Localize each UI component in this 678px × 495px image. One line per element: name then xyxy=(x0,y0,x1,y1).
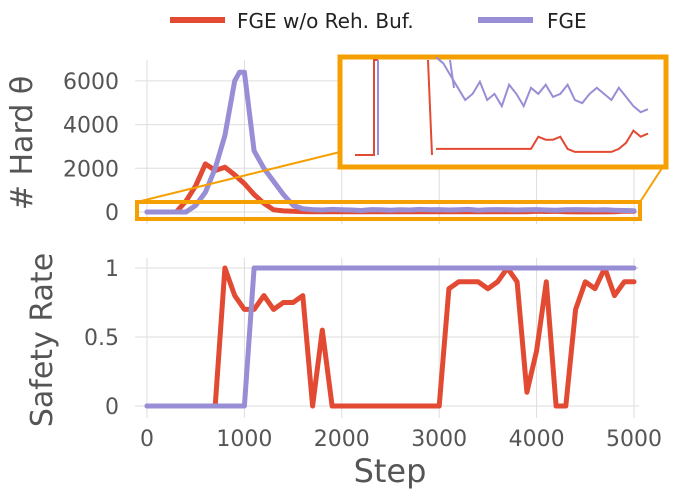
series-line-fge-wo-reh-buf xyxy=(144,265,637,409)
legend: FGE w/o Reh. Buf. FGE xyxy=(170,9,587,33)
legend-label-purple: FGE xyxy=(547,9,587,33)
x-tick-label: 3000 xyxy=(411,427,467,452)
y-axis-label-hard-theta: # Hard θ xyxy=(5,76,40,210)
hard-theta-panel: 0 2000 4000 6000 xyxy=(63,54,669,226)
y-tick-label: 1 xyxy=(105,257,119,282)
inset-red-spike-left xyxy=(355,59,378,156)
legend-label-red: FGE w/o Reh. Buf. xyxy=(237,9,414,33)
y-axis-label-safety-rate: Safety Rate xyxy=(25,253,60,427)
safety-rate-panel: 0 0.5 1 0 1000 2000 3000 4000 5000 xyxy=(84,257,662,452)
inset-purple-spike-right xyxy=(449,59,455,89)
y-tick-label: 4000 xyxy=(63,114,119,139)
x-axis-label-step: Step xyxy=(354,452,427,490)
series-line-fge xyxy=(144,69,637,215)
y-tick-label: 0 xyxy=(105,201,119,226)
y-tick-label: 0.5 xyxy=(84,326,119,351)
y-tick-label: 0 xyxy=(105,395,119,420)
x-tick-label: 2000 xyxy=(314,427,370,452)
x-tick-label: 0 xyxy=(140,427,154,452)
x-tick-label: 1000 xyxy=(216,427,272,452)
x-tick-label: 5000 xyxy=(606,427,662,452)
series-line-fge-wo-reh-buf xyxy=(144,161,637,215)
x-tick-label: 4000 xyxy=(509,427,565,452)
y-tick-label: 2000 xyxy=(63,157,119,182)
series-line-fge xyxy=(144,265,637,409)
inset-series-fge xyxy=(435,56,649,114)
zoom-connector-left xyxy=(136,151,341,203)
inset-red-spike-right xyxy=(427,59,433,156)
y-tick-label: 6000 xyxy=(63,70,119,95)
zoom-region-box xyxy=(135,200,642,221)
inset-series-fge-wo-reh-buf xyxy=(436,129,649,153)
